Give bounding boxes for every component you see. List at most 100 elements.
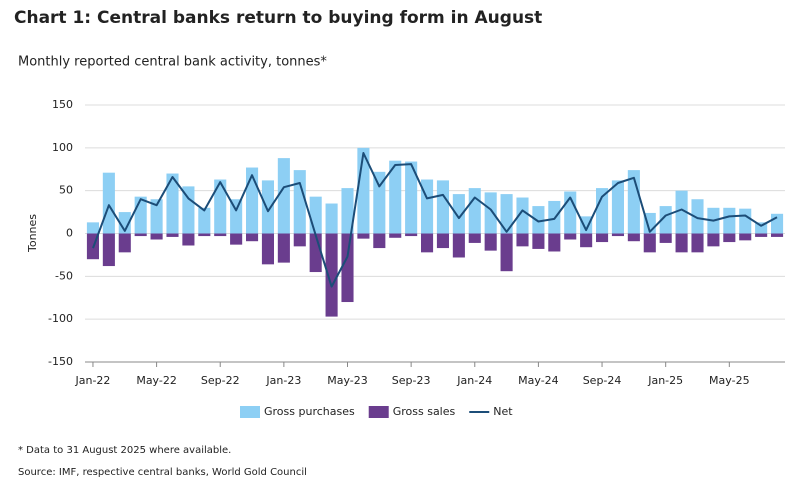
- purchase-bar: [261, 180, 274, 234]
- purchase-bar: [214, 179, 227, 234]
- purchase-bar: [405, 161, 418, 234]
- chart-title: Chart 1: Central banks return to buying …: [14, 8, 542, 28]
- sales-bar: [739, 233, 752, 241]
- purchase-bar: [373, 171, 386, 234]
- footnote: * Data to 31 August 2025 where available…: [18, 445, 231, 456]
- sales-bar: [150, 233, 163, 240]
- x-tick-label: May-24: [518, 374, 559, 387]
- sales-bar: [198, 233, 211, 237]
- purchase-bar: [516, 197, 529, 234]
- sales-bar: [771, 233, 784, 237]
- purchase-bar: [134, 196, 147, 234]
- purchase-bar: [675, 190, 688, 234]
- x-tick-label: Sep-23: [392, 374, 431, 387]
- y-tick-label: 0: [66, 227, 73, 240]
- x-tick-label: May-25: [709, 374, 750, 387]
- sales-bar: [452, 233, 465, 258]
- sales-bar: [166, 233, 179, 237]
- sales-bar: [516, 233, 529, 247]
- purchase-bar: [277, 158, 290, 234]
- purchase-bar: [468, 188, 481, 234]
- purchase-bar: [102, 172, 115, 234]
- legend-label: Gross purchases: [264, 405, 355, 418]
- x-tick-label: Jan-24: [456, 374, 492, 387]
- x-tick-label: Jan-23: [265, 374, 301, 387]
- x-tick-label: May-23: [327, 374, 368, 387]
- sales-bar: [691, 233, 704, 253]
- purchase-bar: [500, 194, 513, 234]
- net-line: [92, 152, 778, 288]
- purchase-bar: [389, 160, 402, 234]
- sales-bar: [261, 233, 274, 265]
- purchase-bar: [325, 203, 338, 234]
- y-tick-label: 150: [52, 98, 73, 111]
- sales-bar: [246, 233, 259, 242]
- sales-bar: [357, 233, 370, 239]
- sales-bar: [659, 233, 672, 243]
- purchase-bar: [182, 186, 195, 234]
- sales-bar: [373, 233, 386, 249]
- sales-bar: [421, 233, 434, 253]
- legend-label: Gross sales: [393, 405, 456, 418]
- y-tick-label: -100: [48, 312, 73, 325]
- sales-bar: [102, 233, 115, 267]
- x-tick-label: Sep-24: [583, 374, 622, 387]
- purchase-bar: [150, 199, 163, 234]
- sales-bar: [134, 233, 147, 237]
- purchase-bar: [755, 222, 768, 234]
- sales-bar: [309, 233, 322, 273]
- x-tick-label: Sep-22: [201, 374, 240, 387]
- sales-bar: [643, 233, 656, 253]
- y-tick-label: -150: [48, 355, 73, 368]
- sales-bar: [484, 233, 497, 251]
- legend-label: Net: [493, 405, 513, 418]
- purchase-bar: [532, 206, 545, 234]
- sales-bar: [707, 233, 720, 247]
- purchase-bar: [452, 194, 465, 234]
- sales-bar: [675, 233, 688, 253]
- sales-bar: [277, 233, 290, 263]
- purchase-bar: [739, 208, 752, 234]
- x-tick-label: Jan-25: [647, 374, 683, 387]
- sales-bar: [532, 233, 545, 249]
- y-tick-label: 100: [52, 141, 73, 154]
- sales-bar: [405, 233, 418, 237]
- purchase-bar: [484, 192, 497, 234]
- legend-swatch: [240, 406, 260, 418]
- purchase-bar: [341, 188, 354, 234]
- sales-bar: [564, 233, 577, 240]
- x-tick-label: May-22: [136, 374, 177, 387]
- purchase-bar: [86, 222, 99, 234]
- purchase-bar: [596, 188, 609, 234]
- purchase-bar: [309, 196, 322, 234]
- purchase-bar: [118, 212, 131, 234]
- purchase-bar: [611, 180, 624, 234]
- purchase-bar: [691, 199, 704, 234]
- sales-bar: [580, 233, 593, 248]
- purchase-bar: [771, 213, 784, 234]
- sales-bar: [500, 233, 513, 272]
- purchase-bar: [723, 207, 736, 234]
- sales-bar: [389, 233, 402, 238]
- sales-bar: [182, 233, 195, 246]
- sales-bar: [293, 233, 306, 247]
- sales-bar: [627, 233, 640, 242]
- purchase-bar: [198, 207, 211, 234]
- sales-bar: [436, 233, 449, 249]
- sales-bar: [596, 233, 609, 243]
- y-axis-label: Tonnes: [26, 214, 39, 253]
- sales-bar: [341, 233, 354, 303]
- sales-bar: [548, 233, 561, 252]
- sales-bar: [325, 233, 338, 317]
- sales-bar: [118, 233, 131, 253]
- sales-bar: [723, 233, 736, 243]
- source-note: Source: IMF, respective central banks, W…: [18, 467, 307, 478]
- purchase-bar: [293, 170, 306, 234]
- sales-bar: [230, 233, 243, 245]
- legend-swatch: [368, 406, 389, 418]
- chart-subtitle: Monthly reported central bank activity, …: [18, 55, 327, 70]
- purchase-bar: [580, 216, 593, 234]
- purchase-bar: [166, 173, 179, 234]
- purchase-bar: [230, 199, 243, 234]
